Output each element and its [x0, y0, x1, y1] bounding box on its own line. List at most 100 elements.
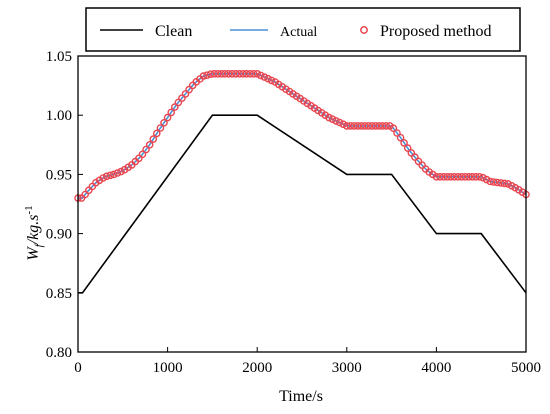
y-tick-label: 1.00 — [46, 108, 72, 124]
series-point-proposed-method — [464, 172, 473, 181]
y-label-unit: /kg.s — [25, 215, 42, 246]
series-point-proposed-method — [224, 70, 233, 78]
series-point-proposed-method — [167, 108, 175, 117]
series-point-proposed-method — [497, 179, 505, 187]
x-tick-label: 0 — [74, 360, 82, 376]
y-tick-label: 0.85 — [46, 286, 72, 302]
x-tick-label: 2000 — [242, 360, 272, 376]
series-point-proposed-method — [228, 70, 236, 78]
plot-area — [74, 70, 530, 294]
series-point-proposed-method — [249, 70, 258, 78]
series-point-proposed-method — [170, 103, 179, 111]
series-point-proposed-method — [231, 70, 240, 78]
series-point-proposed-method — [221, 70, 229, 78]
series-point-proposed-method — [364, 122, 373, 130]
series-point-proposed-method — [149, 135, 158, 143]
series-point-proposed-method — [350, 122, 358, 130]
y-tick-label: 1.05 — [46, 49, 72, 65]
series-point-proposed-method — [393, 129, 401, 137]
y-tick-label: 0.95 — [46, 167, 72, 183]
series-point-proposed-method — [375, 122, 383, 130]
legend-label-actual: Actual — [280, 25, 317, 40]
series-point-proposed-method — [242, 70, 251, 78]
series-point-proposed-method — [102, 172, 111, 181]
series-point-proposed-method — [403, 144, 412, 152]
series-point-proposed-method — [500, 179, 509, 188]
series-point-proposed-method — [199, 72, 208, 80]
series-point-proposed-method — [446, 172, 455, 181]
axes: 0 1000 2000 3000 4000 5000 0.80 0.85 0.90 0.95 1.0… — [46, 49, 541, 376]
series-point-proposed-method — [142, 145, 150, 154]
series-point-proposed-method — [342, 122, 351, 130]
series-point-proposed-method — [471, 172, 480, 181]
series-point-proposed-method — [217, 70, 226, 78]
series-point-proposed-method — [371, 122, 380, 130]
series-point-proposed-method — [489, 178, 498, 186]
series-point-proposed-method — [235, 70, 244, 78]
x-tick-label: 4000 — [421, 360, 451, 376]
series-point-proposed-method — [357, 122, 365, 130]
series-point-proposed-method — [378, 122, 387, 130]
series-point-proposed-method — [468, 172, 477, 181]
series-point-proposed-method — [99, 174, 107, 182]
series-point-proposed-method — [486, 177, 495, 186]
series-point-proposed-method — [160, 119, 168, 127]
series-point-proposed-method — [256, 71, 265, 80]
series-point-proposed-method — [360, 122, 369, 130]
series-point-proposed-method — [457, 172, 466, 181]
y-label-sub: f — [33, 242, 45, 247]
series-point-proposed-method — [461, 172, 469, 181]
series-point-proposed-method — [267, 76, 276, 85]
series-point-proposed-method — [332, 117, 340, 125]
series-point-proposed-method — [439, 172, 448, 181]
series-point-proposed-method — [400, 139, 408, 147]
legend-label-proposed: Proposed method — [380, 23, 492, 40]
series-point-proposed-method — [138, 150, 147, 159]
y-axis-label: Wf/kg.s-1 — [23, 205, 45, 260]
series-point-proposed-method — [260, 73, 269, 81]
plot-frame — [77, 55, 527, 353]
series-point-proposed-method — [353, 122, 362, 130]
series-point-proposed-method — [346, 122, 355, 130]
x-tick-label: 5000 — [511, 360, 541, 376]
series-point-proposed-method — [213, 70, 222, 78]
series-point-proposed-method — [335, 118, 344, 127]
series-point-proposed-method — [475, 172, 484, 181]
series-point-proposed-method — [246, 70, 254, 78]
legend-marker-proposed — [360, 26, 368, 34]
series-point-proposed-method — [203, 71, 211, 79]
y-label-base: W — [25, 246, 42, 261]
series-point-proposed-method — [113, 169, 122, 177]
series-point-proposed-method — [210, 70, 218, 78]
x-axis-label: Time/s — [279, 388, 323, 405]
series-point-proposed-method — [389, 124, 398, 132]
series-point-proposed-method — [368, 122, 376, 130]
series-point-proposed-method — [450, 172, 459, 181]
legend-box — [85, 7, 521, 52]
series-point-proposed-method — [493, 178, 502, 187]
x-tick-label: 3000 — [332, 360, 362, 376]
series-point-proposed-method — [436, 172, 444, 181]
x-tick-label: 1000 — [153, 360, 183, 376]
series-point-proposed-method — [432, 172, 441, 181]
series-point-proposed-method — [239, 70, 247, 78]
y-tick-label: 0.90 — [46, 227, 72, 243]
series-point-proposed-method — [156, 124, 165, 132]
series-point-proposed-method — [106, 171, 115, 180]
y-tick-label: 0.80 — [46, 345, 72, 361]
series-point-proposed-method — [152, 129, 161, 138]
series-point-proposed-method — [396, 133, 405, 142]
legend: Clean Actual Proposed method — [85, 7, 521, 52]
series-point-proposed-method — [110, 170, 118, 179]
series-point-proposed-method — [443, 172, 452, 181]
series-point-proposed-method — [206, 70, 215, 78]
series-point-proposed-method — [339, 120, 348, 128]
series-point-proposed-method — [382, 122, 391, 130]
series-point-proposed-method — [253, 70, 262, 78]
series-point-proposed-method — [454, 172, 462, 181]
y-label-sup: -1 — [23, 205, 35, 214]
series-point-proposed-method — [325, 113, 333, 122]
series-point-proposed-method — [145, 140, 154, 149]
legend-label-clean: Clean — [155, 23, 192, 40]
